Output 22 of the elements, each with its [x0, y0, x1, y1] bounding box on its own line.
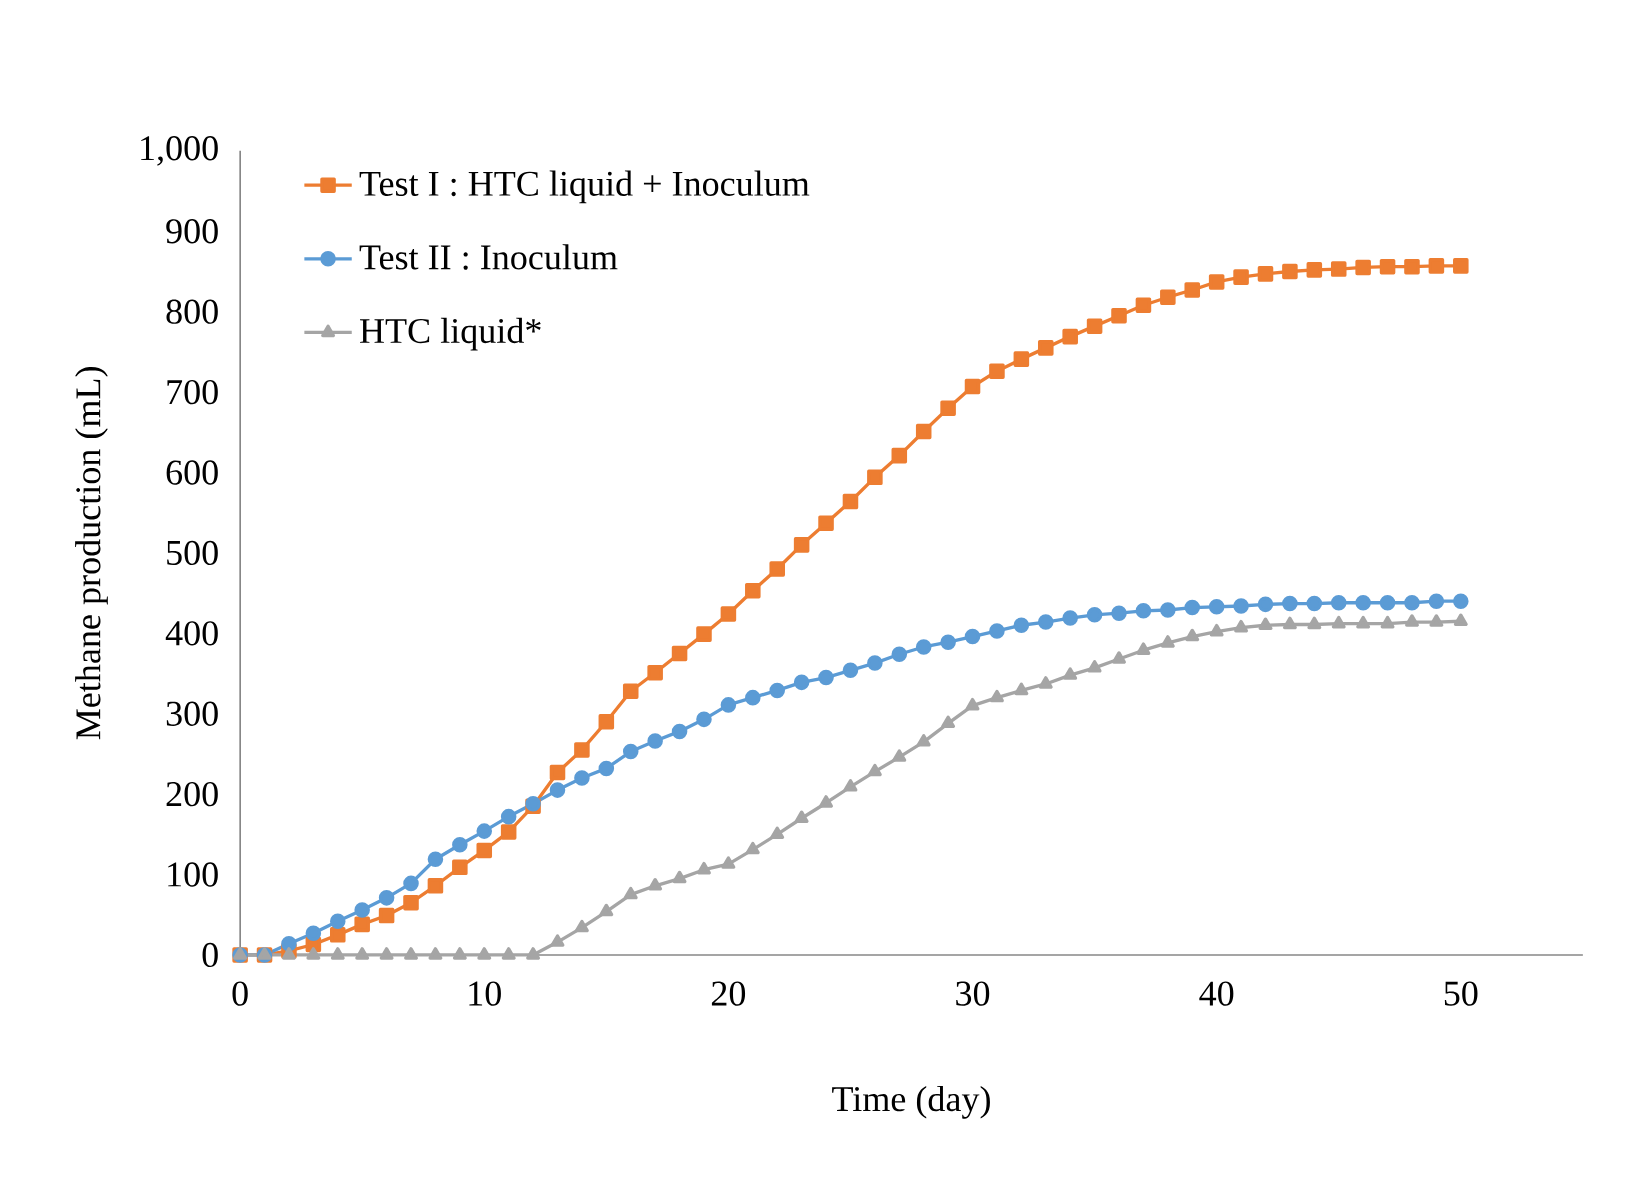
y-axis-title: Methane production (mL) — [75, 367, 108, 740]
legend-label: HTC liquid* — [360, 318, 541, 351]
y-tick-label: 900 — [166, 219, 218, 244]
x-tick-label: 10 — [469, 981, 501, 1006]
y-tick-label: 400 — [165, 621, 218, 646]
legend-label: Test I : HTC liquid + Inoculum — [359, 170, 810, 204]
y-tick-label: 300 — [166, 701, 218, 727]
y-tick-label: 1,000 — [141, 136, 218, 166]
x-axis-title: Time (day) — [832, 1086, 990, 1119]
y-tick-label: 800 — [166, 299, 218, 325]
x-tick-label: 50 — [1444, 981, 1478, 1006]
y-tick-label: 0 — [202, 942, 218, 968]
y-tick-label: 700 — [167, 380, 218, 405]
x-tick-label: 40 — [1199, 981, 1234, 1006]
y-tick-label: 100 — [168, 862, 218, 887]
y-tick-label: 500 — [167, 540, 218, 566]
y-tick-label: 200 — [166, 782, 218, 807]
x-tick-label: 0 — [232, 981, 248, 1006]
x-tick-label: 20 — [711, 981, 746, 1006]
x-tick-label: 30 — [956, 981, 990, 1006]
y-tick-label: 600 — [166, 460, 218, 485]
legend-label: Test II : Inoculum — [359, 244, 618, 270]
